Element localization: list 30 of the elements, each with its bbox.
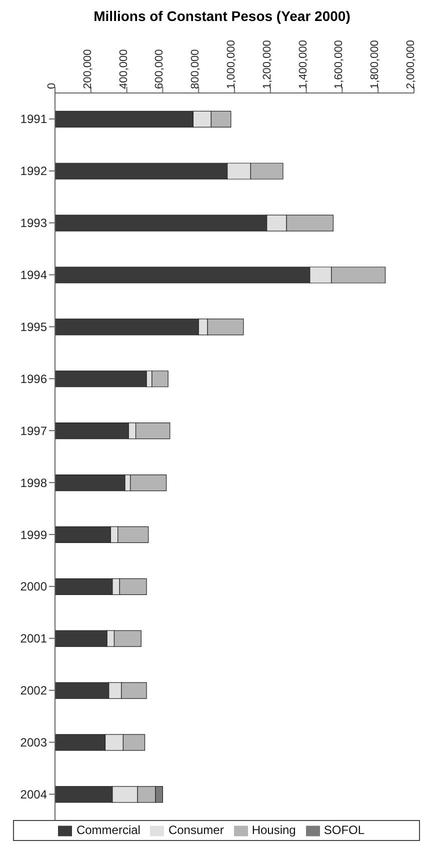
y-tick-label: 1996 bbox=[20, 372, 48, 386]
y-tick-label: 1998 bbox=[20, 476, 48, 490]
x-tick-label: 0 bbox=[46, 82, 58, 89]
x-tick-label: 600,000 bbox=[154, 49, 166, 89]
y-tick-label: 1994 bbox=[20, 268, 48, 282]
legend-label: Consumer bbox=[168, 823, 224, 838]
y-tick-label: 1999 bbox=[20, 528, 48, 542]
y-tick-label: 2003 bbox=[20, 736, 48, 750]
x-tick-label: 1,800,000 bbox=[369, 40, 382, 89]
y-tick-label: 1991 bbox=[20, 112, 48, 126]
x-tick-label: 200,000 bbox=[82, 49, 94, 89]
y-tick-label: 1992 bbox=[20, 164, 48, 178]
legend-label: Commercial bbox=[76, 823, 140, 838]
y-tick-label: 1995 bbox=[20, 320, 48, 334]
x-tick-label: 1,200,000 bbox=[261, 40, 274, 89]
x-tick-label: 1,000,000 bbox=[226, 40, 238, 89]
x-axis-title: Millions of Constant Pesos (Year 2000) bbox=[92, 8, 352, 24]
x-tick-label: 1,400,000 bbox=[297, 40, 310, 89]
y-tick-label: 2002 bbox=[20, 684, 48, 698]
y-tick-label: 2000 bbox=[20, 580, 48, 594]
x-tick-label: 2,000,000 bbox=[405, 40, 417, 89]
legend-label: Housing bbox=[252, 823, 296, 838]
x-tick-label: 400,000 bbox=[118, 49, 130, 89]
y-tick-label: 2001 bbox=[20, 632, 48, 646]
y-tick-label: 1997 bbox=[20, 424, 48, 438]
x-tick-label: 800,000 bbox=[190, 49, 202, 89]
y-tick-label: 1993 bbox=[20, 216, 48, 230]
x-tick-label: 1,600,000 bbox=[333, 40, 346, 89]
legend-label: SOFOL bbox=[324, 823, 365, 838]
y-tick-label: 2004 bbox=[20, 787, 48, 802]
